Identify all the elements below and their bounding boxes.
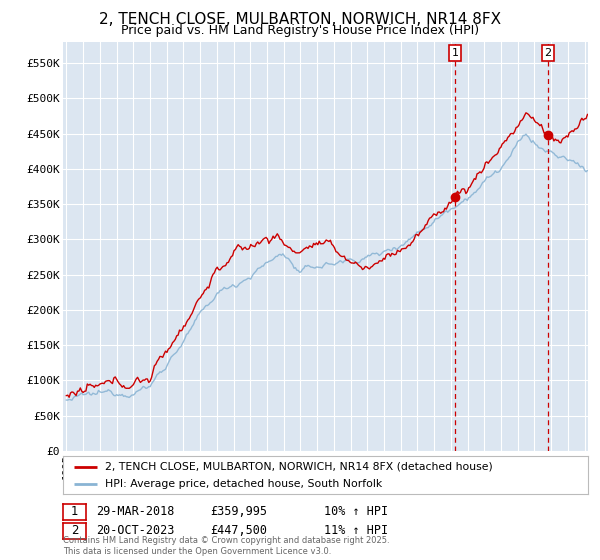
Text: 29-MAR-2018: 29-MAR-2018: [96, 505, 175, 519]
Text: 20-OCT-2023: 20-OCT-2023: [96, 524, 175, 538]
Text: 2, TENCH CLOSE, MULBARTON, NORWICH, NR14 8FX (detached house): 2, TENCH CLOSE, MULBARTON, NORWICH, NR14…: [105, 461, 493, 472]
Text: 1: 1: [71, 505, 78, 519]
Text: 2, TENCH CLOSE, MULBARTON, NORWICH, NR14 8FX: 2, TENCH CLOSE, MULBARTON, NORWICH, NR14…: [99, 12, 501, 27]
Text: 1: 1: [451, 48, 458, 58]
Text: HPI: Average price, detached house, South Norfolk: HPI: Average price, detached house, Sout…: [105, 479, 382, 489]
Text: Contains HM Land Registry data © Crown copyright and database right 2025.
This d: Contains HM Land Registry data © Crown c…: [63, 536, 389, 556]
Text: 11% ↑ HPI: 11% ↑ HPI: [324, 524, 388, 538]
Text: 2: 2: [71, 524, 78, 538]
Text: £447,500: £447,500: [210, 524, 267, 538]
Text: £359,995: £359,995: [210, 505, 267, 519]
Text: 2: 2: [544, 48, 551, 58]
Text: Price paid vs. HM Land Registry's House Price Index (HPI): Price paid vs. HM Land Registry's House …: [121, 24, 479, 36]
Text: 10% ↑ HPI: 10% ↑ HPI: [324, 505, 388, 519]
